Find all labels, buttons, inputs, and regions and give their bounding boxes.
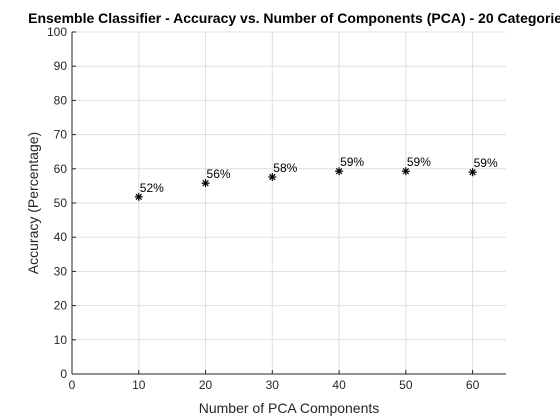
data-label: 56% — [207, 167, 231, 181]
y-tick-label: 0 — [60, 367, 67, 381]
grid — [72, 31, 506, 374]
y-tick-label: 10 — [54, 333, 68, 347]
marker-stroke — [269, 173, 276, 181]
x-tick-label: 60 — [466, 378, 480, 392]
axes: 0 10 20 30 40 50 60 0 10 20 30 40 50 60 70 80 90 100 — [47, 25, 506, 392]
x-tick-label: 0 — [69, 378, 76, 392]
data-point — [268, 173, 277, 182]
data-label: 59% — [474, 156, 498, 170]
marker-stroke — [402, 167, 410, 175]
y-tick-label: 60 — [54, 162, 68, 176]
x-tick-label: 20 — [199, 378, 213, 392]
chart-title: Ensemble Classifier - Accuracy vs. Numbe… — [28, 10, 560, 26]
marker-stroke — [469, 168, 476, 176]
data-label: 59% — [340, 155, 364, 169]
x-tick-label: 50 — [399, 378, 413, 392]
data-label: 52% — [140, 181, 164, 195]
marker-stroke — [335, 167, 343, 175]
data-point — [134, 192, 143, 201]
y-tick-label: 30 — [54, 264, 68, 278]
data-label: 58% — [273, 161, 297, 175]
x-tick-label: 10 — [132, 378, 146, 392]
marker-stroke — [202, 179, 209, 187]
marker-stroke — [135, 193, 142, 201]
y-tick-label: 50 — [54, 196, 68, 210]
data-point — [335, 167, 344, 176]
x-tick-label: 40 — [332, 378, 346, 392]
y-tick-label: 20 — [54, 299, 68, 313]
x-axis-label: Number of PCA Components — [199, 400, 380, 416]
y-axis-label: Accuracy (Percentage) — [25, 132, 41, 274]
data-points: 52% 56% 58% 59% 59% 59% — [134, 155, 498, 201]
data-point — [201, 179, 210, 188]
y-tick-label: 90 — [54, 59, 68, 73]
data-point — [401, 167, 410, 176]
y-tick-label: 80 — [54, 93, 68, 107]
data-point — [468, 168, 477, 177]
x-tick-label: 30 — [266, 378, 280, 392]
y-tick-label: 40 — [54, 230, 68, 244]
data-label: 59% — [407, 155, 431, 169]
y-tick-label: 100 — [47, 25, 67, 39]
y-tick-label: 70 — [54, 128, 68, 142]
